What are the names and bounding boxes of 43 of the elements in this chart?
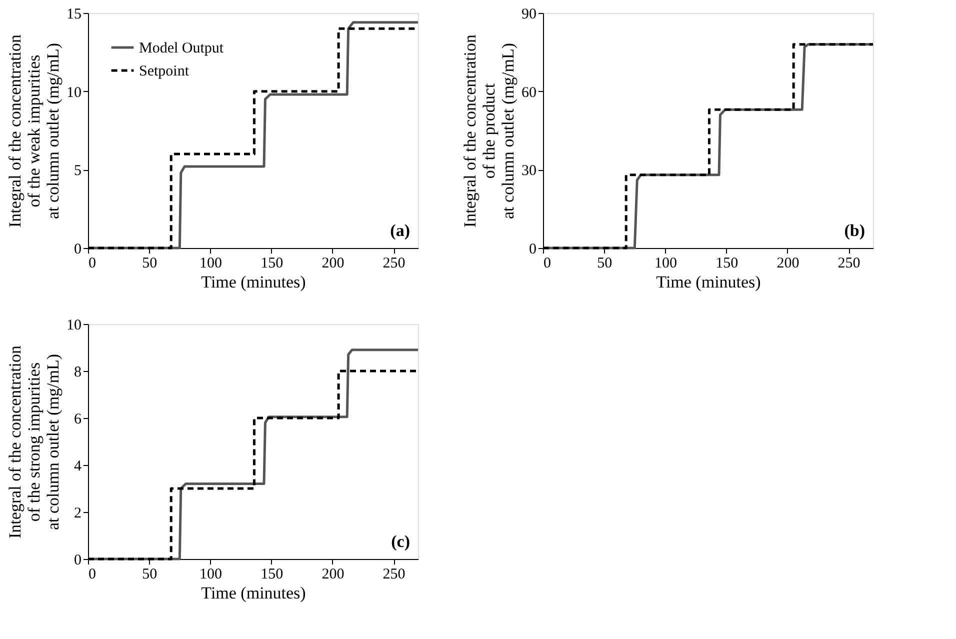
y-tick-label: 90 — [522, 6, 536, 22]
x-axis-title: Time (minutes) — [201, 272, 306, 292]
y-tick-label: 10 — [66, 318, 82, 334]
y-tick-label: 0 — [529, 242, 536, 258]
x-tick-label: 250 — [838, 256, 860, 272]
y-tick-label: 8 — [74, 364, 82, 380]
x-tick-label: 100 — [199, 256, 222, 272]
y-tick-label: 0 — [74, 242, 82, 258]
x-tick-label: 250 — [382, 566, 406, 582]
x-tick-label: 100 — [199, 566, 222, 582]
x-tick-label: 0 — [88, 256, 96, 272]
x-tick-label: 0 — [88, 566, 96, 582]
x-tick-label: 50 — [597, 256, 612, 272]
x-tick-label: 100 — [654, 256, 677, 272]
y-tick-label: 30 — [522, 163, 536, 180]
x-tick-label: 200 — [322, 566, 344, 582]
y-tick-label: 6 — [74, 412, 82, 428]
x-tick-label: 150 — [716, 256, 738, 272]
y-tick-label: 4 — [74, 458, 82, 474]
legend-label: Model Output — [139, 40, 224, 56]
y-tick-label: 15 — [66, 6, 82, 22]
y-axis-title: Integral of the concentration of the product at column outlet (mg/mL) — [460, 34, 518, 228]
x-axis-title: Time (minutes) — [656, 272, 761, 292]
x-tick-label: 150 — [260, 566, 284, 582]
y-axis-title: Integral of the concentration of the strong impurities at column outlet (mg/mL) — [6, 344, 62, 539]
y-tick-label: 10 — [66, 84, 82, 101]
y-tick-label: 0 — [74, 552, 82, 568]
x-tick-label: 250 — [382, 256, 406, 272]
x-tick-label: 0 — [544, 256, 551, 272]
y-axis-title: Integral of the concentration of the weak impurities at column outlet (mg/mL) — [6, 34, 62, 228]
y-tick-label: 2 — [74, 506, 82, 522]
annotation: (c) — [391, 532, 410, 551]
x-tick-label: 200 — [322, 256, 344, 272]
annotation: (b) — [844, 221, 865, 240]
legend-label: Setpoint — [139, 64, 190, 80]
y-tick-label: 5 — [74, 163, 82, 180]
y-tick-label: 60 — [522, 84, 536, 101]
x-tick-label: 200 — [776, 256, 800, 272]
x-tick-label: 50 — [142, 256, 158, 272]
x-tick-label: 150 — [260, 256, 284, 272]
x-axis-title: Time (minutes) — [201, 584, 306, 602]
annotation: (a) — [390, 221, 410, 240]
x-tick-label: 50 — [142, 566, 158, 582]
